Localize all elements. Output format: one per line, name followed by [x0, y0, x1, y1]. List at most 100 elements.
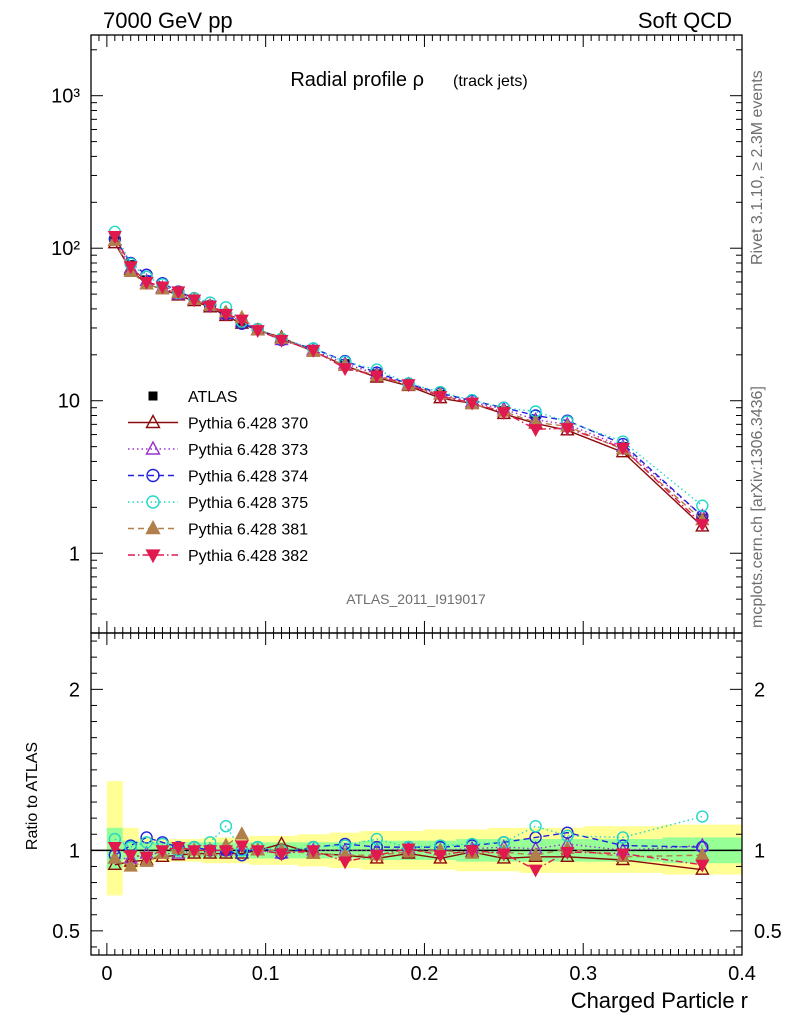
ratio-data-point	[561, 826, 574, 839]
ratio-y-tick-label-right: 1	[754, 840, 765, 862]
x-tick-label: 0	[101, 963, 112, 985]
ratio-data-point	[528, 864, 543, 878]
ratio-data-point	[465, 845, 480, 859]
ratio-data-point	[107, 850, 122, 864]
ratio-data-point	[695, 861, 710, 875]
ratio-y-tick-label: 2	[69, 679, 80, 701]
data-point	[234, 314, 249, 328]
y-tick-label: 1	[69, 543, 80, 565]
ratio-y-tick-label-right: 0.5	[754, 921, 782, 943]
series-line	[114, 231, 703, 507]
ratio-data-point	[401, 843, 416, 857]
ratio-data-point	[234, 840, 249, 854]
ratio-data-point	[107, 842, 122, 855]
data-point	[338, 363, 353, 377]
series-line	[114, 240, 703, 521]
ratio-data-point	[123, 850, 138, 863]
ratio-data-point	[234, 826, 250, 840]
ratio-data-point	[171, 842, 186, 855]
legend-label: ATLAS	[188, 389, 238, 406]
data-point	[171, 286, 186, 300]
legend-label: Pythia 6.428 375	[188, 495, 308, 512]
data-point	[274, 334, 289, 348]
x-tick-label: 0.4	[728, 963, 756, 985]
ratio-data-point	[496, 850, 512, 864]
main-panel-frame	[90, 34, 743, 634]
ratio-data-point	[123, 858, 138, 872]
legend-label: Pythia 6.428 382	[188, 548, 308, 565]
ratio-data-point	[496, 848, 511, 862]
ratio-data-point	[139, 851, 154, 865]
ratio-y-tick-label: 0.5	[52, 921, 80, 943]
ratio-data-point	[433, 850, 448, 863]
legend-label: Pythia 6.428 370	[188, 416, 308, 433]
legend-marker	[146, 495, 160, 509]
data-point	[528, 424, 543, 438]
ratio-data-point	[140, 836, 153, 849]
ratio-series-line	[114, 815, 703, 852]
x-tick-label: 0.2	[411, 963, 439, 985]
ratio-data-point	[560, 848, 575, 862]
ratio-data-point	[695, 859, 710, 873]
ratio-data-point	[695, 847, 710, 861]
legend-label: Pythia 6.428 373	[188, 442, 308, 459]
ratio-series-line	[114, 843, 703, 860]
ratio-data-point	[615, 848, 630, 862]
rivet-label: Rivet 3.1.10, ≥ 2.3M events	[749, 70, 766, 265]
data-point	[496, 407, 511, 421]
ratio-data-point	[560, 846, 575, 860]
ratio-data-point	[370, 832, 384, 846]
y-tick-label: 10²	[51, 238, 80, 260]
ratio-ylabel: Ratio to ATLAS	[24, 742, 41, 850]
legend-label: Pythia 6.428 374	[188, 469, 308, 486]
ratio-data-point	[306, 845, 321, 859]
ratio-data-point	[369, 850, 384, 863]
ratio-y-tick-label: 1	[69, 840, 80, 862]
ratio-data-point	[274, 848, 289, 862]
y-tick-label: 10³	[51, 86, 80, 108]
data-point	[107, 231, 122, 244]
ratio-data-point	[219, 820, 233, 833]
chart-title-suffix: (track jets)	[453, 73, 528, 90]
ratio-data-point	[528, 847, 543, 861]
ratio-data-point	[529, 820, 542, 833]
x-axis-label: Charged Particle r	[571, 988, 748, 1013]
ratio-data-point	[234, 845, 250, 859]
ratio-data-point	[616, 831, 630, 844]
data-point	[187, 294, 202, 308]
legend-marker	[145, 414, 161, 429]
data-point	[401, 379, 416, 393]
data-point	[306, 344, 321, 358]
data-point	[203, 300, 218, 314]
data-point	[696, 499, 709, 512]
data-point	[139, 276, 154, 290]
series-line	[114, 238, 703, 517]
data-point	[250, 325, 265, 338]
data-point	[465, 397, 480, 411]
data-point	[695, 519, 710, 532]
ratio-series-line	[114, 831, 703, 856]
chart-title: Radial profile ρ	[290, 69, 424, 91]
legend-marker	[145, 440, 161, 455]
legend-marker	[145, 520, 161, 535]
data-point	[123, 261, 138, 275]
data-point	[369, 370, 384, 384]
y-tick-label: 10	[58, 391, 80, 413]
ratio-series-line	[114, 844, 703, 871]
data-point	[155, 281, 170, 295]
header-left: 7000 GeV pp	[103, 8, 233, 33]
ratio-data-point	[187, 845, 202, 859]
ratio-y-tick-label-right: 2	[754, 679, 765, 701]
x-tick-label: 0.3	[569, 963, 597, 985]
data-point	[615, 442, 630, 456]
ratio-data-point	[203, 845, 218, 859]
data-point	[560, 423, 575, 437]
legend-marker	[146, 468, 160, 483]
ratio-data-point	[107, 856, 122, 871]
legend-marker	[148, 391, 158, 401]
mcplots-label: mcplots.cern.ch [arXiv:1306.3436]	[749, 386, 766, 628]
data-point	[433, 391, 448, 405]
analysis-watermark: ATLAS_2011_I919017	[346, 591, 486, 607]
legend-label: Pythia 6.428 381	[188, 522, 308, 539]
